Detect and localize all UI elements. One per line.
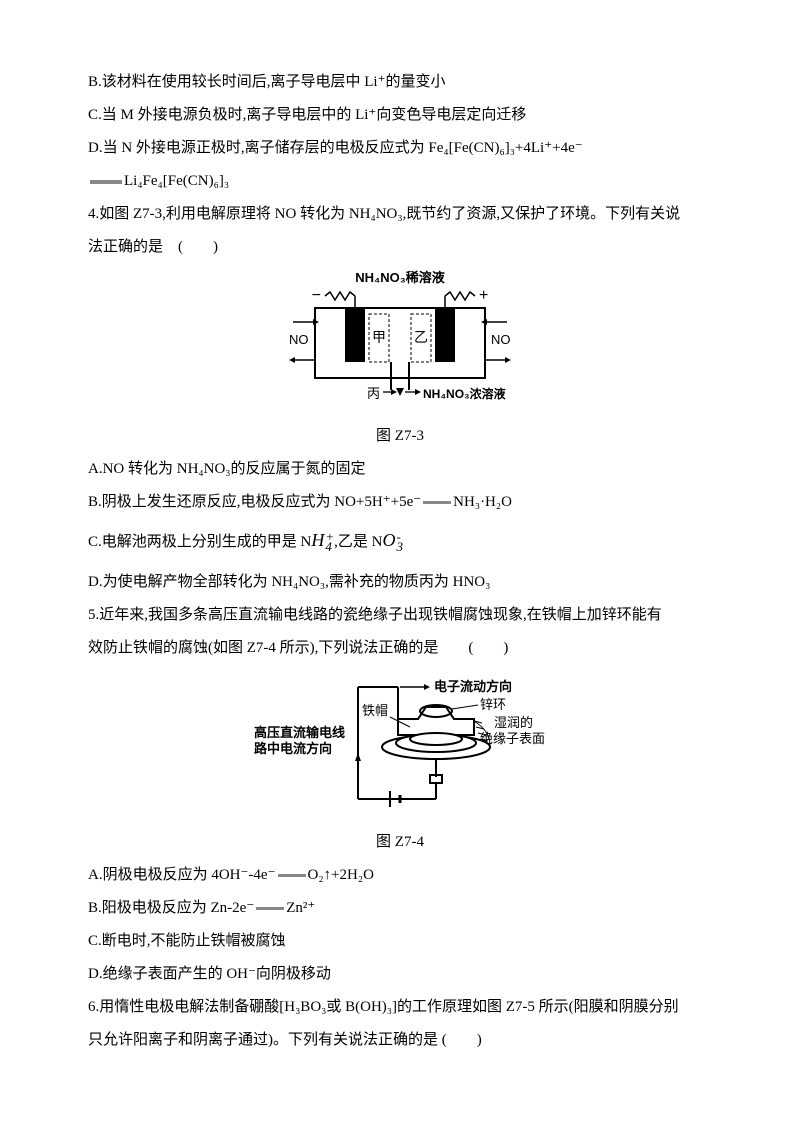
fig3-caption: 图 Z7-3 — [88, 420, 712, 453]
q4-b: B.阴极上发生还原反应,电极反应式为 NO+5H⁺+5e⁻ NH₃·H₂O — [88, 486, 712, 519]
option-d-2: Li₄Fe₄[Fe(CN)₆]₃ — [88, 165, 712, 198]
q4-c-mid: ,乙是 N — [334, 534, 382, 550]
fig4-wet2: 绝缘子表面 — [480, 731, 545, 746]
figure-z7-3: NH₄NO₃稀溶液 − + 甲 乙 NO NO 丙 NH₄NO₃浓溶液 — [88, 270, 712, 418]
d-post: Li₄Fe₄[Fe(CN)₆]₃ — [124, 173, 229, 189]
option-b: B.该材料在使用较长时间后,离子导电层中 Li⁺的量变小 — [88, 66, 712, 99]
q4-a: A.NO 转化为 NH₄NO₃的反应属于氮的固定 — [88, 453, 712, 486]
q5-a: A.阴极电极反应为 4OH⁻-4e⁻ O₂↑+2H₂O — [88, 859, 712, 892]
arrow-icon — [423, 501, 451, 504]
fig4-caption: 图 Z7-4 — [88, 826, 712, 859]
arrow-icon — [256, 907, 284, 910]
q4-line2: 法正确的是 ( ) — [88, 231, 712, 264]
fig4-wet1: 湿润的 — [494, 715, 533, 730]
minus-icon: − — [312, 287, 321, 304]
q4-d: D.为使电解产物全部转化为 NH₄NO₃,需补充的物质丙为 HNO₃ — [88, 566, 712, 599]
fig3-top: NH₄NO₃稀溶液 — [355, 270, 444, 285]
fig4-elec: 电子流动方向 — [434, 679, 512, 694]
arrow-icon — [90, 180, 122, 184]
q5-b-post: Zn²⁺ — [286, 900, 315, 916]
plus-icon: + — [479, 287, 488, 304]
q5-d: D.绝缘子表面产生的 OH⁻向阴极移动 — [88, 958, 712, 991]
option-c: C.当 M 外接电源负极时,离子导电层中的 Li⁺向变色导电层定向迁移 — [88, 99, 712, 132]
q4-b-post: NH₃·H₂O — [453, 494, 512, 510]
q6-line1: 6.用惰性电极电解法制备硼酸[H₃BO₃或 B(OH)₃]的工作原理如图 Z7-… — [88, 991, 712, 1024]
q5-b: B.阳极电极反应为 Zn-2e⁻ Zn²⁺ — [88, 892, 712, 925]
fig3-noR: NO — [491, 332, 511, 347]
fig4-zinc: 锌环 — [480, 697, 506, 712]
fig3-noL: NO — [289, 332, 309, 347]
fig4-iron: 铁帽 — [362, 703, 388, 718]
option-d: D.当 N 外接电源正极时,离子储存层的电极反应式为 Fe₄[Fe(CN)₆]₃… — [88, 132, 712, 165]
q5-line2: 效防止铁帽的腐蚀(如图 Z7-4 所示),下列说法正确的是 ( ) — [88, 632, 712, 665]
q5-line1: 5.近年来,我国多条高压直流输电线路的瓷绝缘子出现铁帽腐蚀现象,在铁帽上加锌环能… — [88, 599, 712, 632]
q6-line2: 只允许阳离子和阴离子通过)。下列有关说法正确的是 ( ) — [88, 1024, 712, 1057]
q4-line1: 4.如图 Z7-3,利用电解原理将 NO 转化为 NH₄NO₃,既节约了资源,又… — [88, 198, 712, 231]
d-pre: D.当 N 外接电源正极时,离子储存层的电极反应式为 Fe₄[Fe(CN)₆]₃… — [88, 140, 583, 156]
q4-b-pre: B.阴极上发生还原反应,电极反应式为 NO+5H⁺+5e⁻ — [88, 494, 421, 510]
figure-z7-4: 电子流动方向 锌环 铁帽 湿润的 绝缘子表面 高压直流输电线 路中电流方向 — [88, 671, 712, 824]
q5-c: C.断电时,不能防止铁帽被腐蚀 — [88, 925, 712, 958]
q5-b-pre: B.阳极电极反应为 Zn-2e⁻ — [88, 900, 254, 916]
q5-a-pre: A.阴极电极反应为 4OH⁻-4e⁻ — [88, 867, 276, 883]
fig3-boxL: 甲 — [372, 329, 386, 345]
fig3-bing: 丙 — [367, 386, 380, 401]
arrow-icon — [278, 874, 306, 877]
fig3-conc: NH₄NO₃浓溶液 — [423, 386, 506, 401]
fig4-hv1: 高压直流输电线 — [254, 725, 345, 740]
q4-c-pre: C.电解池两极上分别生成的甲是 N — [88, 534, 311, 550]
fig3-boxR: 乙 — [414, 329, 428, 345]
q4-c: C.电解池两极上分别生成的甲是 NH+4,乙是 NO-3 — [88, 519, 712, 566]
fig4-hv2: 路中电流方向 — [254, 741, 332, 756]
q5-a-post: O₂↑+2H₂O — [308, 867, 374, 883]
